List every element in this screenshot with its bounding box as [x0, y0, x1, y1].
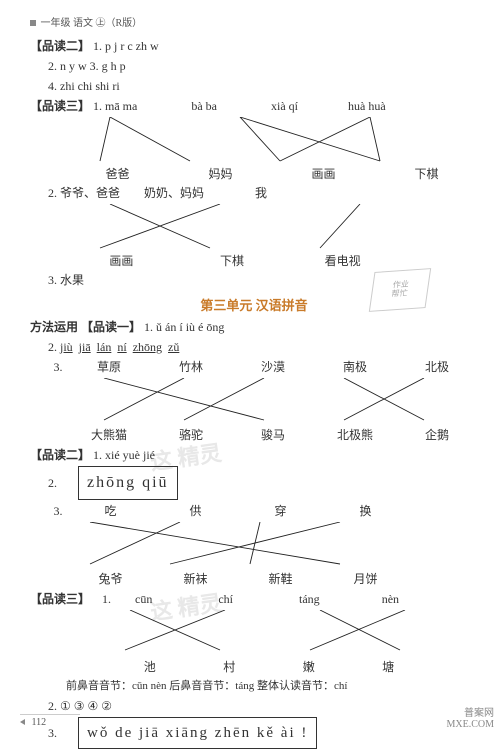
pd2b-l1: 1. xié yuè jié — [93, 448, 155, 462]
pindu3-q1-top-2: huà huà — [348, 99, 386, 113]
pu: jiù — [60, 340, 73, 354]
pd3b-label: 【品读三】 — [30, 592, 90, 606]
cross-lines-icon — [90, 117, 450, 163]
pindu3-q1-bot: 爸爸 妈妈 画画 下棋 — [66, 165, 478, 182]
fangfa-l2: 2. jiù jiā lán ní zhōng zǔ — [48, 338, 478, 356]
pu: ní — [117, 340, 126, 354]
fangfa-l2-lead: 2. — [48, 340, 57, 354]
cross-lines-icon — [80, 522, 420, 566]
word: 北极熊 — [314, 426, 396, 444]
word: táng — [299, 592, 320, 606]
fangfa-l1: 1. ǔ án í iù é ōng — [144, 320, 224, 334]
word: 骏马 — [232, 426, 314, 444]
word: nèn — [382, 592, 399, 606]
fangfa-l3-top: 3. 草原 竹林 沙漠 南极 北极 — [48, 358, 478, 376]
pindu3-line1: 【品读三】 1. mā ma bà ba xià qí huà huà — [30, 97, 478, 115]
word: 供 — [153, 502, 238, 520]
pu: zǔ — [168, 340, 179, 354]
answer-box: wǒ de jiā xiāng zhēn kě ài ! — [78, 717, 317, 749]
pd3b-classify: 前鼻音音节：cūn nèn 后鼻音音节：táng 整体认读音节：chí — [66, 678, 478, 695]
word: 池 — [110, 658, 190, 676]
page-header: 一年级 语文 ㊤（R版） — [30, 14, 478, 29]
pindu3-q1-top-0: bà ba — [191, 99, 217, 113]
fangfa-label: 方法运用 — [30, 320, 78, 334]
page-content: 一年级 语文 ㊤（R版） 【品读二】 1. p j r c zh w 2. n … — [30, 14, 478, 749]
cross-diagram-5 — [110, 610, 478, 656]
word: chí — [218, 592, 233, 606]
word: 穿 — [238, 502, 323, 520]
pindu2-line1: 【品读二】 1. p j r c zh w — [30, 37, 478, 55]
pd2b-l3-bot: 兔爷 新袜 新鞋 月饼 — [48, 570, 408, 588]
word: 下棋 — [177, 252, 288, 269]
pindu3-q2-lead: 2. 爷爷、爸爸 奶奶、妈妈 我 — [48, 184, 478, 202]
pd2b-l2: 2. zhōng qiū — [48, 466, 478, 500]
word: 大熊猫 — [68, 426, 150, 444]
stamp-icon: 作业 帮忙 — [369, 268, 431, 312]
pindu2-l1: 1. p j r c zh w — [93, 39, 159, 53]
pd3b-l2: 2. ① ③ ④ ② — [48, 697, 478, 715]
pindu3-label: 【品读三】 — [30, 99, 90, 113]
word: 月饼 — [323, 570, 408, 588]
pindu3-q2-bot: 画画 下棋 看电视 — [66, 252, 398, 269]
pu: lán — [97, 340, 112, 354]
book-icon — [30, 20, 36, 26]
cross-diagram-4 — [80, 522, 478, 568]
word: 吃 — [68, 502, 153, 520]
pd3b-l1-bot: 池 村 嫩 塘 — [110, 658, 428, 676]
word: 南极 — [314, 358, 396, 376]
pindu3-q1-top-1: xià qí — [271, 99, 298, 113]
cross-diagram-1 — [90, 117, 478, 163]
fangfa-line1: 方法运用 【品读一】 1. ǔ án í iù é ōng — [30, 318, 478, 336]
pd2b-line1: 【品读二】 1. xié yuè jié — [30, 446, 478, 464]
word: 看电视 — [287, 252, 398, 269]
cross-diagram-3 — [74, 378, 478, 424]
word: 骆驼 — [150, 426, 232, 444]
pd3b-l3-lead: 3. — [48, 726, 57, 740]
pd3b-l1-lead: 1. — [102, 592, 111, 606]
pd3b-l3: 3. wǒ de jiā xiāng zhēn kě ài ! — [48, 717, 478, 749]
word: 换 — [323, 502, 408, 520]
word: 企鹅 — [396, 426, 478, 444]
fangfa-l3-bot: 大熊猫 骆驼 骏马 北极熊 企鹅 — [48, 426, 478, 444]
word: cūn — [135, 592, 152, 606]
pu: jiā — [79, 340, 91, 354]
pindu3-q1-lead: 1. mā ma — [93, 99, 137, 113]
cross-lines-icon — [110, 610, 450, 652]
word: 画画 — [272, 165, 375, 182]
pd2b-l2-lead: 2. — [48, 476, 57, 490]
pu: zhōng — [133, 340, 162, 354]
pd3b-line1: 【品读三】 1. cūn chí táng nèn — [30, 590, 478, 608]
word: 北极 — [396, 358, 478, 376]
cross-lines-icon — [90, 204, 450, 250]
pd2b-label: 【品读二】 — [30, 448, 90, 462]
header-text: 一年级 语文 ㊤（R版） — [41, 18, 143, 29]
word: 沙漠 — [232, 358, 314, 376]
fangfa-l3-lead: 3. — [48, 358, 68, 376]
word: 村 — [190, 658, 270, 676]
pd2b-l3-top: 3. 吃 供 穿 换 — [48, 502, 408, 520]
word: 兔爷 — [68, 570, 153, 588]
answer-box: zhōng qiū — [78, 466, 178, 500]
pindu2-label: 【品读二】 — [30, 39, 90, 53]
word: 下棋 — [375, 165, 478, 182]
word: 画画 — [66, 252, 177, 269]
pd1-label: 【品读一】 — [81, 320, 141, 334]
pd2b-l3-lead: 3. — [48, 502, 68, 520]
word: 嫩 — [269, 658, 349, 676]
word: 爸爸 — [66, 165, 169, 182]
word: 草原 — [68, 358, 150, 376]
word: 妈妈 — [169, 165, 272, 182]
cross-diagram-2 — [90, 204, 478, 250]
pindu2-l3: 4. zhi chi shi ri — [48, 77, 478, 95]
word: 新鞋 — [238, 570, 323, 588]
cross-lines-icon — [74, 378, 474, 422]
word: 新袜 — [153, 570, 238, 588]
pindu2-l2: 2. n y w 3. g h p — [48, 57, 478, 75]
word: 竹林 — [150, 358, 232, 376]
word: 塘 — [349, 658, 429, 676]
stamp-l2: 帮忙 — [391, 289, 408, 299]
